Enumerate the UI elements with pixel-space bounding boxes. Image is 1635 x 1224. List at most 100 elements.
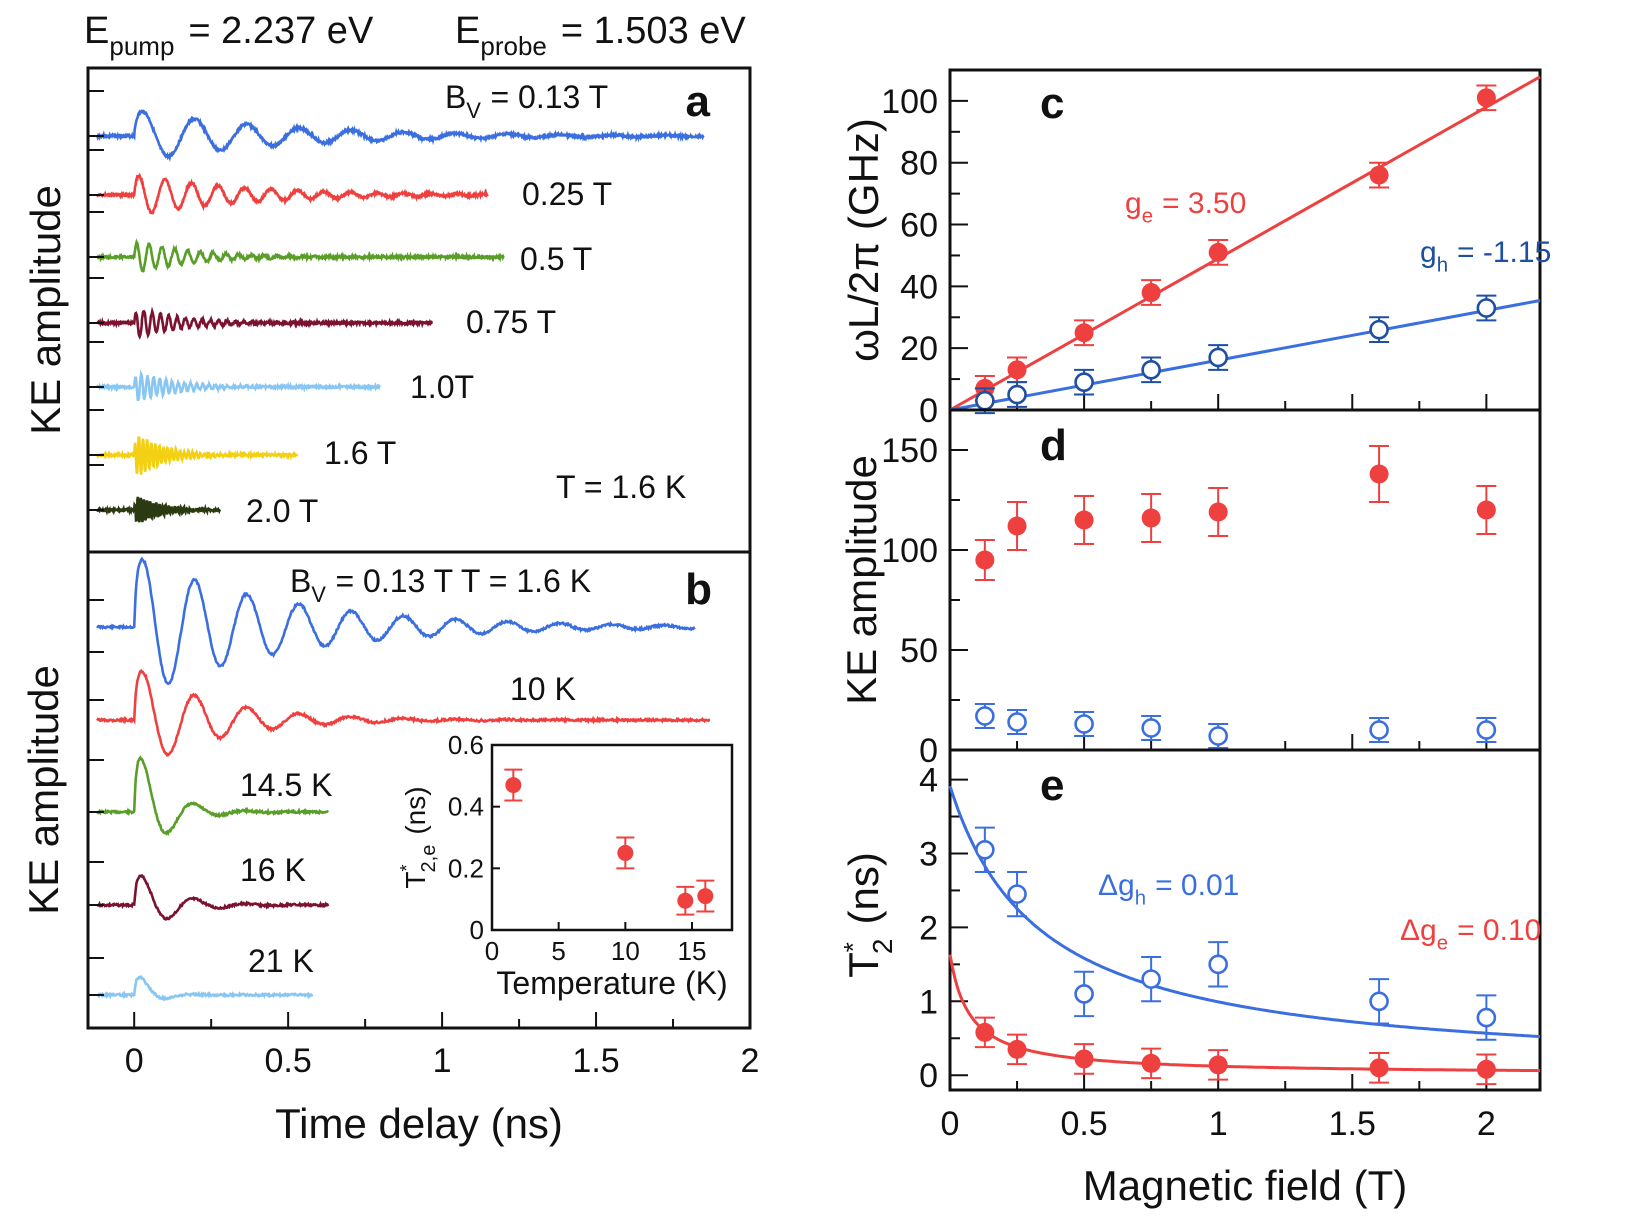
c-point-hole [1007, 384, 1027, 405]
c-point-electron [1007, 360, 1027, 380]
panel-label-d: d [1040, 421, 1067, 470]
c-point-hole [975, 390, 995, 411]
trace-a-025T [95, 172, 489, 215]
y-tick-label: 0 [919, 1057, 938, 1095]
d-point-electron [1141, 508, 1161, 528]
g-hole-label-value: = -1.15 [1457, 236, 1551, 269]
g-hole-label: gh = -1.15 [1420, 236, 1551, 277]
trace-a-16T [96, 436, 299, 475]
y-axis-title-b: KE amplitude [20, 665, 67, 915]
y-tick-label: 2 [919, 909, 938, 947]
panel-e-frame [948, 748, 1542, 1092]
inset-x-tick-label: 0 [485, 936, 499, 966]
y-tick-label: 60 [900, 207, 938, 245]
y-tick-label: 0 [919, 392, 938, 430]
inset-y-axis-title: T*2,e (ns) [397, 786, 440, 888]
trace-b-21K [96, 975, 314, 1002]
y-title-e-unit: (ns) [840, 852, 887, 924]
dg-hole-label-sub: h [1135, 888, 1146, 910]
trace-label-075T: 0.75 T [466, 304, 556, 340]
y-tick-label: 3 [919, 835, 938, 873]
trace-b-16K [96, 556, 696, 686]
y-tick-label: 0 [919, 732, 938, 770]
x-tick-label: 0.5 [1060, 1105, 1107, 1143]
e-point-hole [1074, 984, 1094, 1004]
e-point-hole [1007, 884, 1027, 904]
g-electron-label-value: = 3.50 [1162, 187, 1246, 220]
c-point-hole [1369, 319, 1389, 340]
inset-x-tick-label: 5 [551, 936, 565, 966]
e-point-hole [1369, 991, 1389, 1012]
x-tick-label: 2 [741, 1042, 760, 1080]
inset-frame [490, 743, 734, 932]
d-point-hole [1476, 720, 1497, 740]
e-point-hole [975, 839, 995, 860]
inset-y-title-sup: * [397, 864, 417, 871]
field-label-a-value: = 0.13 T [490, 79, 608, 115]
inset-point [697, 888, 714, 905]
d-point-electron [1074, 510, 1094, 530]
y-tick-label: 4 [919, 762, 938, 800]
d-point-electron [975, 550, 995, 570]
dg-hole-label-value: = 0.01 [1155, 869, 1239, 902]
trace-label-10T: 1.0T [410, 369, 474, 405]
trace-b-16K [96, 873, 330, 921]
d-point-hole [1074, 714, 1094, 734]
trace-a-20T [96, 496, 222, 523]
x-tick-label: 1.5 [1329, 1105, 1376, 1143]
trace-a-10T [96, 369, 381, 402]
c-point-hole [1074, 372, 1094, 392]
e-point-electron [1007, 1039, 1027, 1059]
panel-b-inset: 0 5 10 15 0 0.2 0.4 0.6 Temperature (K) T*2,e (ns) [397, 730, 734, 1001]
trace-label-b-16K: 16 K [240, 852, 306, 888]
dg-electron-label: Δge = 0.10 [1400, 914, 1541, 955]
inset-x-tick-label: 15 [678, 936, 707, 966]
e-point-electron [1208, 1055, 1228, 1075]
panel-d-frame [948, 408, 1542, 752]
g-electron-label: ge = 3.50 [1125, 187, 1246, 228]
panel-a: 0.25 T 0.5 T 0.75 T 1.0T 1.6 T2.0 T BV = 0.13 … [22, 66, 752, 554]
trace-b-145K [96, 755, 330, 836]
panel-label-c: c [1040, 79, 1064, 128]
x-tick-label: 1.5 [572, 1042, 619, 1080]
d-point-hole [1007, 712, 1027, 732]
panel-label-b: b [685, 565, 712, 614]
y-axis-title-d: KE amplitude [838, 455, 885, 705]
e-point-electron [975, 1022, 995, 1042]
inset-y-tick-label: 0.4 [448, 792, 484, 822]
dg-electron-label-main: Δg [1400, 914, 1437, 947]
e-point-electron [1476, 1059, 1496, 1079]
d-point-electron [1476, 500, 1496, 520]
x-tick-label: 1 [433, 1042, 452, 1080]
c-point-electron [1074, 323, 1094, 343]
c-point-electron [1141, 283, 1161, 303]
d-point-hole [975, 706, 995, 726]
inset-point [617, 844, 634, 861]
header-label-b-sub: V [311, 582, 326, 607]
trace-label-20T: 2.0 T [246, 493, 318, 529]
y-tick-label: 20 [900, 330, 938, 368]
trace-a-075T [96, 306, 434, 340]
d-point-hole [1369, 720, 1389, 740]
y-tick-label: 150 [881, 432, 938, 470]
y-tick-label: 80 [900, 145, 938, 183]
g-hole-label-sub: h [1437, 255, 1448, 277]
panel-b: 10 K 14.5 K 16 K 21 K 0 0.5 1 1.5 2 Time delay (n… [20, 550, 760, 1147]
d-point-hole [1208, 726, 1228, 746]
d-point-electron [1208, 502, 1228, 522]
trace-a-05T [96, 238, 505, 273]
inset-point [677, 892, 694, 909]
x-tick-label: 2 [1477, 1105, 1496, 1143]
e-point-hole [1476, 1007, 1497, 1028]
panel-b-frame [86, 550, 752, 1030]
inset-y-title-main: T [400, 871, 431, 888]
x-tick-label: 0 [941, 1105, 960, 1143]
inset-y-tick-label: 0.2 [448, 853, 484, 883]
inset-point [505, 777, 522, 794]
d-point-hole [1141, 718, 1161, 738]
dg-hole-label: Δgh = 0.01 [1098, 869, 1239, 910]
e-point-electron [1369, 1058, 1389, 1078]
d-point-electron [1369, 464, 1389, 484]
